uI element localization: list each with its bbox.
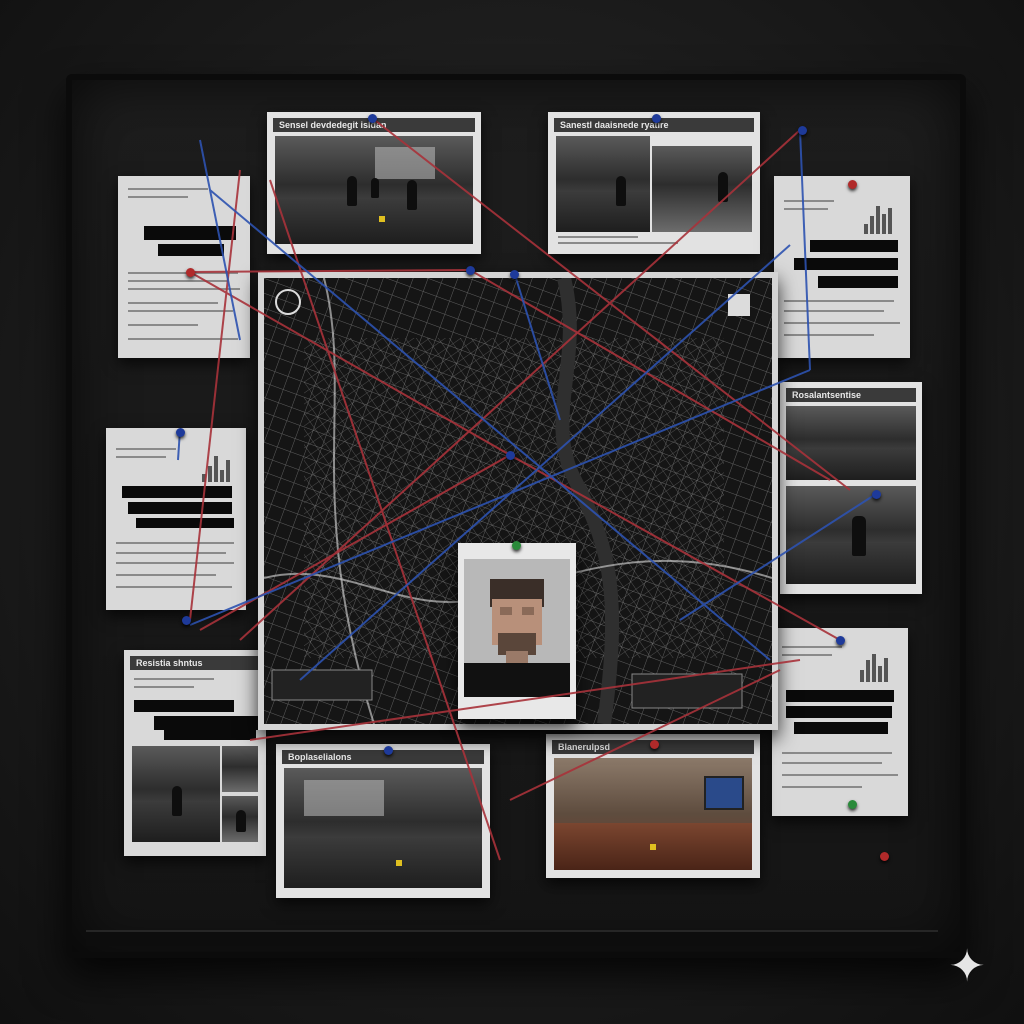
push-pin bbox=[466, 266, 475, 275]
push-pin bbox=[384, 746, 393, 755]
cctv-photo bbox=[556, 136, 650, 232]
pixelated-face-photo bbox=[464, 559, 570, 697]
photo-card-bottom-middle: Boplaselialons bbox=[276, 744, 490, 898]
cctv-photo bbox=[786, 486, 916, 584]
photo-card-bottom-right: Blanerulpsd bbox=[546, 734, 760, 878]
cctv-photo bbox=[275, 136, 473, 244]
push-pin bbox=[512, 541, 521, 550]
cctv-photo bbox=[284, 768, 482, 888]
cctv-photo bbox=[222, 746, 258, 792]
document-bottom-left: Resistia shntus bbox=[124, 650, 266, 856]
room-photo bbox=[554, 758, 752, 870]
push-pin bbox=[182, 616, 191, 625]
redaction-bar bbox=[786, 690, 894, 702]
card-title: Boplaselialons bbox=[282, 750, 484, 764]
bar-chart-icon bbox=[202, 454, 230, 482]
push-pin bbox=[186, 268, 195, 277]
push-pin bbox=[652, 114, 661, 123]
photo-card-top-left: Sensel devdedegit isldan bbox=[267, 112, 481, 254]
photo-card-top-right: Sanestl daaisnede ryatire bbox=[548, 112, 760, 254]
redaction-bar bbox=[158, 244, 224, 256]
redaction-bar bbox=[810, 240, 898, 252]
photo-card-right: Rosalantsentise bbox=[780, 382, 922, 594]
push-pin bbox=[368, 114, 377, 123]
redaction-bar bbox=[154, 716, 258, 730]
redaction-bar bbox=[164, 730, 256, 740]
map-compass-icon bbox=[728, 294, 750, 316]
push-pin bbox=[176, 428, 185, 437]
sparkle-icon: ✦ bbox=[948, 941, 986, 992]
cctv-photo bbox=[786, 406, 916, 480]
redaction-bar bbox=[144, 226, 236, 240]
bar-chart-icon bbox=[864, 204, 892, 234]
board-ledge bbox=[86, 930, 938, 946]
push-pin bbox=[848, 180, 857, 189]
push-pin bbox=[880, 852, 889, 861]
card-title: Rosalantsentise bbox=[786, 388, 916, 402]
redaction-bar bbox=[122, 486, 232, 498]
redaction-bar bbox=[794, 722, 888, 734]
document-bottom-right bbox=[772, 628, 908, 816]
push-pin bbox=[848, 800, 857, 809]
redaction-bar bbox=[818, 276, 898, 288]
push-pin bbox=[836, 636, 845, 645]
cctv-photo bbox=[222, 796, 258, 842]
bar-chart-icon bbox=[860, 652, 888, 682]
document-middle-left bbox=[106, 428, 246, 610]
document-top-right bbox=[774, 176, 910, 358]
redaction-bar bbox=[786, 706, 892, 718]
document-top-left bbox=[118, 176, 250, 358]
redaction-bar bbox=[128, 502, 232, 514]
card-title: Resistia shntus bbox=[130, 656, 260, 670]
push-pin bbox=[798, 126, 807, 135]
cctv-photo bbox=[652, 146, 752, 232]
redaction-bar bbox=[136, 518, 234, 528]
redaction-bar bbox=[134, 700, 234, 712]
redaction-bar bbox=[794, 258, 898, 270]
push-pin bbox=[650, 740, 659, 749]
suspect-mugshot bbox=[458, 543, 576, 719]
cctv-photo bbox=[132, 746, 220, 842]
push-pin bbox=[872, 490, 881, 499]
push-pin bbox=[506, 451, 515, 460]
push-pin bbox=[510, 270, 519, 279]
